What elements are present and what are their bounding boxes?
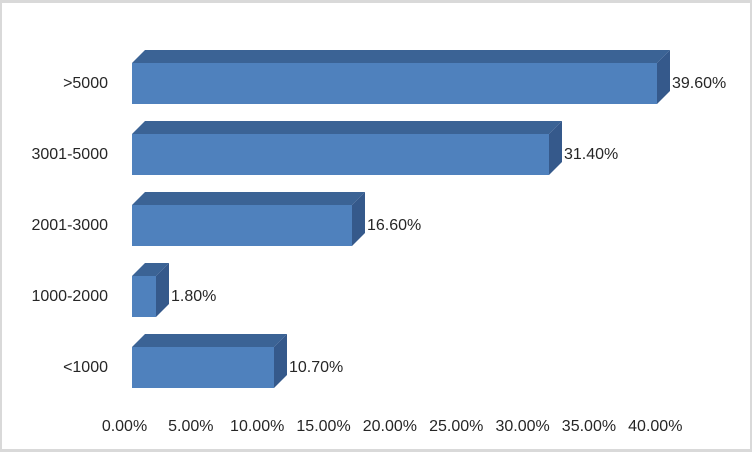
bar-data-label: 1.80% xyxy=(171,287,217,305)
x-axis-tick-label: 0.00% xyxy=(101,418,148,435)
bar-data-label: 31.40% xyxy=(564,145,619,163)
x-axis-tick-label: 25.00% xyxy=(429,418,484,435)
bar-data-label: 10.70% xyxy=(289,358,344,376)
x-axis-tick-label: 30.00% xyxy=(495,418,550,435)
x-axis-tick-label: 15.00% xyxy=(296,418,351,435)
x-axis-tick-label: 35.00% xyxy=(561,418,617,435)
bar-top-face xyxy=(132,121,562,134)
bar-segment xyxy=(132,347,274,388)
bar-segment xyxy=(132,205,352,246)
y-axis-category-label: 3001-5000 xyxy=(31,145,108,163)
y-axis-category-label: <1000 xyxy=(63,358,108,376)
plot-area: >5000 39.60% 3001-5000 31.40% 2001-3000 16.60… xyxy=(2,3,750,449)
x-axis-tick-label: 20.00% xyxy=(362,418,418,435)
y-axis-category-label: >5000 xyxy=(63,74,108,92)
bar-segment xyxy=(132,63,657,104)
y-axis-category-label: 2001-3000 xyxy=(31,216,108,234)
x-axis-tick-label: 10.00% xyxy=(230,418,285,435)
bar-segment xyxy=(132,276,156,317)
bar-top-face xyxy=(132,192,365,205)
bar-segment xyxy=(132,134,549,175)
bar-data-label: 16.60% xyxy=(367,216,422,234)
bar-top-face xyxy=(132,334,287,347)
y-axis-category-label: 1000-2000 xyxy=(31,287,108,305)
bar-data-label: 39.60% xyxy=(672,74,727,92)
bar-top-face xyxy=(132,50,670,63)
x-axis-tick-label: 5.00% xyxy=(168,418,214,435)
x-axis-tick-label: 40.00% xyxy=(628,418,683,435)
